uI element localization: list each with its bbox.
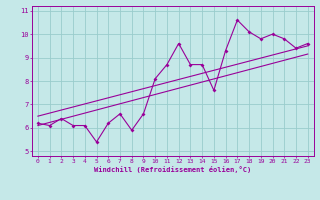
X-axis label: Windchill (Refroidissement éolien,°C): Windchill (Refroidissement éolien,°C) (94, 166, 252, 173)
